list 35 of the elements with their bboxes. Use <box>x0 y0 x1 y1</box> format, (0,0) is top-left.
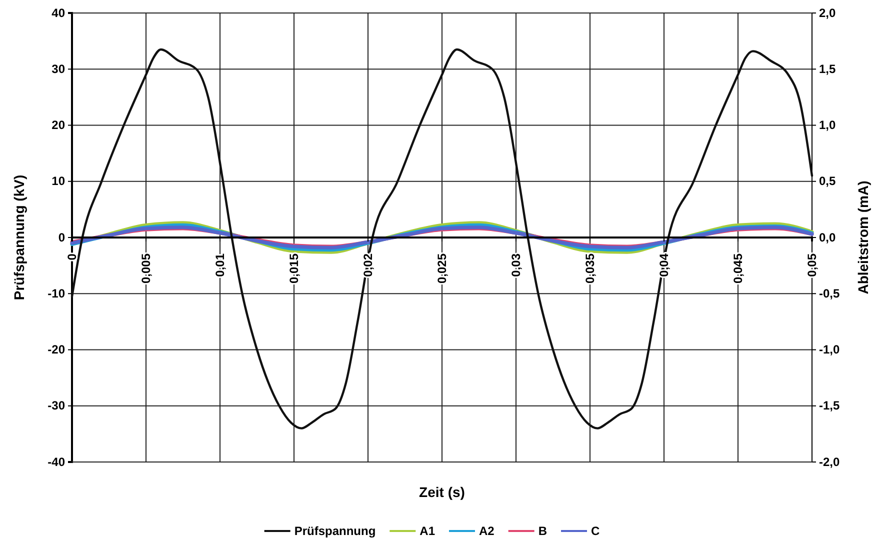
y-tick-label: 0 <box>58 230 66 244</box>
y2-axis-title: Ableitstrom (mA) <box>855 180 871 294</box>
y2-tick-label: 2,0 <box>819 6 836 20</box>
x-axis-title: Zeit (s) <box>419 484 465 500</box>
x-tick-label: 0,045 <box>731 253 746 284</box>
legend-label: Prüfspannung <box>294 524 376 538</box>
y-tick-label: 40 <box>52 6 66 20</box>
legend-label: B <box>538 524 548 538</box>
legend-label: A1 <box>420 524 436 538</box>
y-tick-label: -20 <box>48 342 66 357</box>
y-tick-label: -30 <box>48 398 66 413</box>
y2-tick-label: 0,5 <box>819 174 836 188</box>
y-tick-label: 30 <box>52 62 66 76</box>
y2-tick-label: 0,0 <box>819 230 836 244</box>
x-tick-label: 0,025 <box>435 253 450 284</box>
x-tick-label: 0,01 <box>213 253 228 277</box>
x-tick-label: 0,015 <box>287 253 302 284</box>
legend-label: C <box>591 524 600 538</box>
y2-tick-label: 1,5 <box>819 62 836 76</box>
y2-tick-label: -0,5 <box>819 286 840 300</box>
x-tick-label: 0,02 <box>361 253 376 277</box>
y-tick-label: -10 <box>48 286 66 300</box>
y-axis-title: Prüfspannung (kV) <box>11 174 27 300</box>
y2-tick-label: -1,5 <box>819 398 840 413</box>
x-tick-label: 0,03 <box>509 253 524 277</box>
x-tick-label: 0,005 <box>139 253 154 284</box>
y2-tick-label: 1,0 <box>819 118 836 132</box>
y-tick-label: -40 <box>48 454 66 469</box>
legend-label: A2 <box>478 524 495 538</box>
y2-tick-label: -1,0 <box>819 342 840 357</box>
x-tick-label: 0,035 <box>583 253 598 284</box>
y-tick-label: 10 <box>52 174 66 188</box>
x-tick-label: 0,04 <box>657 253 672 277</box>
y2-tick-label: -2,0 <box>819 454 840 469</box>
y-tick-label: 20 <box>52 118 66 132</box>
